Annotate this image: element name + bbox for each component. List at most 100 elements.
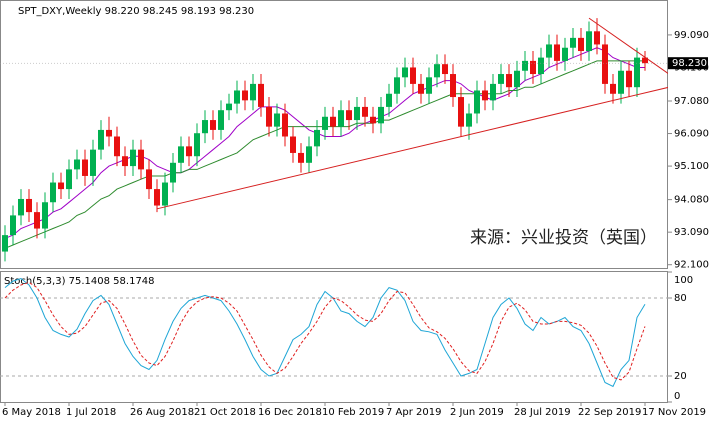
candle-body [58,182,64,190]
candle-body [578,37,584,52]
candle-body [298,152,304,163]
candle-body [34,212,40,229]
x-tick-label: 28 Jul 2019 [514,407,571,418]
candle-body [642,57,648,64]
y-tick-label: 0 [674,391,680,402]
x-tick-label: 21 Oct 2018 [194,407,256,418]
y-tick-label: 100 [674,275,693,286]
main-panel-frame [0,0,668,269]
last-price-box [668,57,708,70]
y-tick-label: 95.100 [674,161,709,172]
candle-body [218,110,224,130]
candle-body [442,64,448,75]
candle-body [338,110,344,127]
y-tick-label: 20 [674,371,687,382]
candle-body [274,113,280,127]
candle-body [242,90,248,101]
candle-body [498,74,504,84]
candle-body [202,120,208,134]
candle-body [2,235,8,252]
candle-body [466,113,472,127]
candle-body [418,83,424,94]
candle-body [234,90,240,104]
candle-body [330,116,336,127]
candle-body [314,129,320,147]
x-tick-label: 16 Dec 2018 [258,407,322,418]
candle-body [410,67,416,84]
candle-body [370,116,376,124]
indicator-plot [4,277,646,388]
candle-body [210,120,216,130]
candle-body [618,70,624,94]
x-tick-label: 10 Feb 2019 [322,407,384,418]
candle-body [426,77,432,94]
candle-body [362,106,368,117]
candle-body [162,182,168,206]
indicator-label: Stoch(5,3,3) 75.1408 58.1748 [4,276,155,287]
candle-body [178,146,184,163]
candle-body [554,44,560,61]
candle-body [194,133,200,157]
candle-body [634,57,640,88]
x-tick-label: 7 Apr 2019 [386,407,441,418]
price-plot [2,17,668,262]
y-tick-label: 99.090 [674,30,709,41]
y-tick-label: 96.090 [674,129,709,140]
candle-body [402,67,408,78]
x-tick-label: 26 Aug 2018 [130,407,194,418]
candle-body [226,103,232,111]
watermark: 来源：兴业投资（英国） [470,228,657,248]
candle-body [250,83,256,101]
candle-body [306,146,312,163]
candle-body [610,83,616,94]
candle-body [434,64,440,78]
trendline [156,86,668,210]
candle-body [266,106,272,127]
y-tick-label: 80 [674,293,687,304]
candle-body [346,110,352,121]
candle-body [626,70,632,88]
y-tick-label: 97.080 [674,96,709,107]
y-tick-label: 94.080 [674,195,709,206]
candle-body [450,74,456,98]
candle-body [602,44,608,84]
candle-body [586,31,592,52]
candle-body [378,106,384,124]
x-tick-label: 22 Sep 2019 [578,407,641,418]
candle-body [18,198,24,216]
candle-body [458,97,464,127]
last-price-label: 98.230 [672,58,707,69]
candle-body [130,149,136,167]
indicator-panel-frame [0,271,668,403]
candle-body [26,198,32,213]
x-tick-label: 1 Jul 2018 [66,407,116,418]
candle-body [530,60,536,75]
candle-body [74,159,80,170]
candle-body [114,136,120,157]
candle-body [570,37,576,48]
candle-body [386,93,392,107]
candle-body [562,47,568,61]
candle-body [282,113,288,137]
x-tick-label: 17 Nov 2019 [642,407,706,418]
candle-body [90,149,96,176]
x-tick-label: 2 Jun 2019 [450,407,504,418]
candle-body [66,169,72,190]
candle-body [10,215,16,236]
x-tick-label: 6 May 2018 [2,407,61,418]
candle-body [186,146,192,157]
candle-body [546,44,552,58]
candle-body [490,83,496,101]
candle-body [594,31,600,45]
candle-body [170,162,176,183]
trendline [588,17,668,74]
candle-body [106,129,112,137]
candle-body [154,189,160,206]
candle-body [322,116,328,130]
candle-body [290,136,296,153]
candle-body [98,129,104,150]
candle-body [42,202,48,229]
chart-header: SPT_DXY,Weekly 98.220 98.245 98.193 98.2… [18,6,254,17]
candle-body [506,74,512,88]
